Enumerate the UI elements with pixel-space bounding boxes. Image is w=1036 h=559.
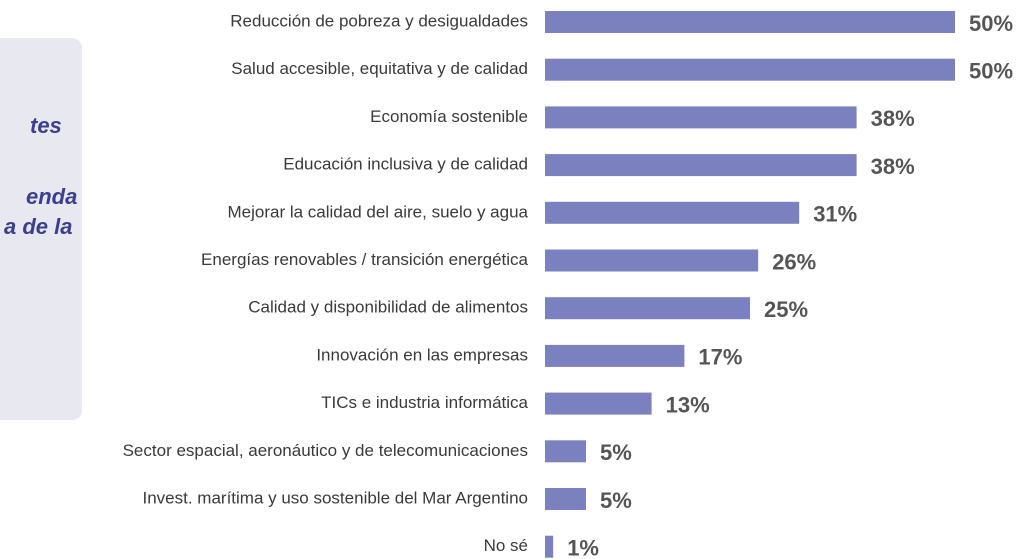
bar: [545, 11, 955, 33]
category-label: Invest. marítima y uso sostenible del Ma…: [142, 488, 528, 507]
bar: [545, 201, 800, 224]
category-label: Calidad y disponibilidad de alimentos: [248, 298, 528, 317]
bar: [545, 344, 685, 367]
bar: [545, 249, 759, 272]
bar: [545, 58, 955, 81]
category-label: Innovación en las empresas: [316, 345, 528, 364]
value-label: 5%: [600, 488, 632, 513]
bar: [545, 535, 554, 558]
value-label: 13%: [666, 392, 710, 417]
category-label: Energías renovables / transición energét…: [201, 250, 529, 269]
value-label: 5%: [600, 440, 632, 465]
side-panel: [0, 38, 82, 420]
side-text: tes: [30, 113, 62, 138]
value-label: 50%: [969, 59, 1013, 84]
bar: [545, 154, 857, 177]
bar: [545, 488, 586, 510]
category-label: Economía sostenible: [370, 107, 528, 126]
value-label: 26%: [772, 249, 816, 274]
value-label: 31%: [813, 202, 857, 227]
bar: [545, 106, 857, 129]
value-label: 38%: [871, 154, 915, 179]
category-label: Educación inclusiva y de calidad: [283, 155, 528, 174]
category-label: Reducción de pobreza y desigualdades: [230, 11, 528, 30]
bar: [545, 392, 652, 415]
bar: [545, 440, 586, 463]
value-label: 1%: [567, 536, 599, 559]
side-text: a de la: [4, 214, 72, 239]
category-label: Sector espacial, aeronáutico y de teleco…: [123, 441, 528, 460]
category-label: No sé: [484, 536, 528, 555]
value-label: 38%: [871, 106, 915, 131]
category-label: Salud accesible, equitativa y de calidad: [231, 59, 528, 78]
category-label: Mejorar la calidad del aire, suelo y agu…: [227, 202, 528, 221]
bar: [545, 297, 750, 320]
value-label: 50%: [969, 11, 1013, 36]
value-label: 25%: [764, 297, 808, 322]
category-label: TICs e industria informática: [321, 393, 528, 412]
value-label: 17%: [698, 345, 742, 370]
side-text: enda: [26, 184, 77, 209]
